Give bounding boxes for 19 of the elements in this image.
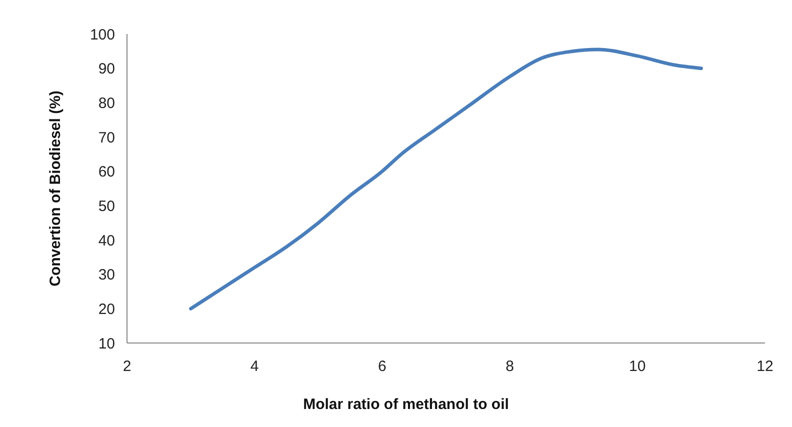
y-tick-label: 10 (98, 335, 115, 352)
y-axis-title: Convertion of Biodiesel (%) (47, 90, 64, 286)
y-tick-label: 30 (98, 266, 115, 284)
x-tick-label: 4 (250, 358, 259, 375)
line-series (189, 48, 703, 310)
x-tick-label: 8 (506, 358, 514, 375)
y-tick-label: 20 (98, 300, 115, 318)
x-tick-label: 2 (122, 358, 132, 375)
y-tick-label: 40 (98, 232, 115, 250)
x-tick-label: 10 (629, 358, 646, 375)
y-tick-label: 50 (98, 198, 115, 215)
y-tick-label: 80 (98, 94, 115, 112)
y-tick-label: 90 (98, 60, 115, 78)
x-tick-label: 6 (378, 358, 386, 375)
y-tick-label: 100 (90, 26, 115, 44)
x-axis-title: Molar ratio of methanol to oil (303, 396, 509, 413)
y-tick-label: 60 (98, 164, 115, 181)
x-tick-label: 12 (756, 358, 774, 375)
y-tick-label: 70 (98, 129, 115, 146)
